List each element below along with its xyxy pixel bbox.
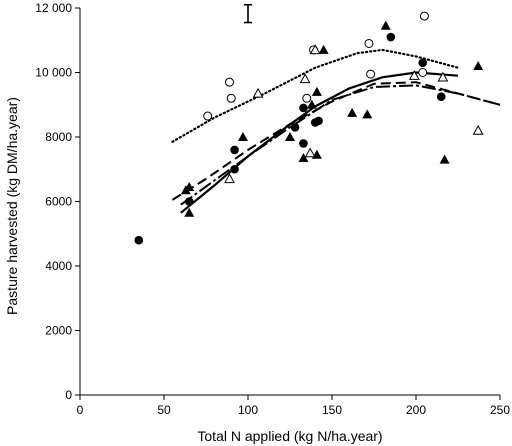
y-tick-label: 6000	[45, 195, 72, 209]
fit-lines	[171, 48, 501, 214]
x-axis-label: Total N applied (kg N/ha.year)	[197, 428, 382, 444]
point-open-circle	[419, 11, 429, 21]
y-axis-label: Pasture harvested (kg DM/ha.year)	[4, 97, 20, 315]
point-filled-triangle	[184, 181, 195, 191]
point-open-triangle	[252, 87, 264, 98]
point-filled-triangle	[237, 132, 248, 141]
point-open-triangle	[437, 71, 449, 82]
point-filled-circle	[230, 145, 239, 155]
fit-line-dotted	[171, 48, 460, 143]
point-filled-triangle	[318, 44, 329, 54]
y-tick-label: 4000	[45, 259, 72, 273]
y-tick-label: 8000	[45, 130, 72, 144]
point-filled-circle	[314, 116, 323, 126]
point-open-triangle	[299, 73, 311, 84]
point-filled-circle	[299, 103, 308, 113]
point-filled-triangle	[285, 132, 295, 141]
point-filled-circle	[134, 235, 144, 245]
point-open-circle	[364, 38, 374, 48]
point-filled-circle	[386, 32, 396, 42]
y-tick-label: 2000	[45, 324, 72, 338]
point-open-circle	[366, 69, 376, 79]
point-filled-circle	[290, 123, 300, 132]
point-filled-circle	[418, 58, 428, 68]
point-filled-triangle	[362, 109, 373, 119]
x-tick-label: 150	[322, 403, 342, 417]
point-filled-circle	[184, 197, 194, 206]
x-tick-label: 100	[238, 403, 258, 417]
point-filled-circle	[230, 164, 239, 174]
fit-line-long-dash	[171, 81, 501, 201]
x-tick-label: 0	[77, 403, 84, 417]
point-filled-triangle	[306, 99, 317, 109]
point-open-triangle	[309, 44, 321, 55]
y-tick-label: 10 000	[35, 66, 72, 80]
point-filled-triangle	[473, 61, 484, 71]
data-points	[134, 11, 484, 245]
y-tick-label: 0	[65, 388, 72, 402]
point-filled-triangle	[298, 152, 309, 162]
point-open-circle	[203, 111, 213, 121]
error-bar	[244, 3, 252, 24]
point-open-circle	[302, 93, 312, 103]
x-tick-label: 250	[490, 403, 510, 417]
point-filled-triangle	[380, 20, 391, 30]
point-open-triangle	[224, 173, 235, 184]
point-open-triangle	[472, 124, 484, 135]
fit-line-dash-dot	[180, 84, 501, 206]
point-filled-triangle	[439, 154, 450, 164]
point-filled-triangle	[347, 107, 358, 117]
point-filled-circle	[299, 139, 308, 148]
point-filled-triangle	[184, 207, 195, 217]
point-open-circle	[226, 93, 236, 103]
axis-labels: Total N applied (kg N/ha.year) Pasture h…	[4, 97, 383, 444]
point-open-circle	[418, 68, 428, 77]
point-open-triangle	[304, 147, 316, 158]
point-filled-triangle	[311, 86, 322, 96]
point-open-circle	[225, 77, 235, 87]
x-tick-label: 50	[157, 403, 171, 417]
axes: 0 50 100 150 200 250 0 2000 4000 6000 8000 10 000 12…	[35, 1, 510, 417]
x-tick-label: 200	[406, 403, 426, 417]
y-tick-label: 12 000	[35, 1, 72, 15]
point-filled-circle	[436, 92, 446, 101]
point-open-triangle	[408, 70, 420, 80]
